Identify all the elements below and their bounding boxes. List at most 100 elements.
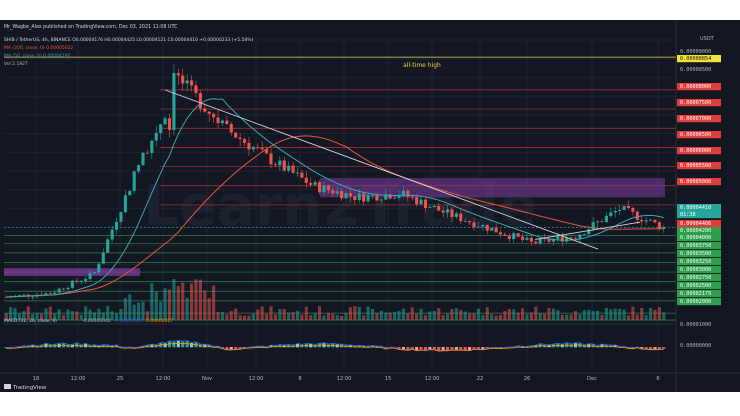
volume-bar: [653, 310, 656, 320]
candle-body: [490, 228, 493, 231]
volume-bar: [539, 313, 542, 320]
volume-bar: [658, 307, 661, 320]
macd-bar: [459, 347, 462, 350]
candle-body: [141, 153, 144, 165]
macd-bar: [181, 342, 184, 348]
volume-bar: [336, 315, 339, 320]
candle-body: [433, 206, 436, 207]
volume-bar: [283, 309, 286, 320]
volume-bar: [164, 288, 167, 320]
volume-bar: [618, 309, 621, 320]
published-line: Mr_Wagbe_Alex published on TradingView.c…: [4, 24, 178, 30]
candle-body: [450, 209, 453, 217]
volume-bar: [269, 306, 272, 320]
candle-body: [380, 200, 383, 201]
volume-bar: [261, 307, 264, 320]
volume-bar: [486, 307, 489, 320]
candle-body: [111, 230, 114, 240]
price-label: 0.00002750: [680, 275, 711, 281]
candle-body: [556, 236, 559, 239]
volume-bar: [503, 311, 506, 320]
volume-bar: [428, 311, 431, 320]
volume-bar: [508, 309, 511, 320]
candle-body: [578, 235, 581, 239]
volume-bar: [230, 311, 233, 320]
macd-bar: [420, 347, 423, 350]
candle-body: [428, 207, 431, 208]
volume-bar: [305, 307, 308, 320]
volume-bar: [543, 314, 546, 320]
candle-body: [415, 197, 418, 204]
candle-body: [437, 206, 440, 211]
price-label: 0.00003250: [680, 259, 711, 265]
volume-bar: [66, 310, 69, 320]
volume-bar: [662, 312, 665, 320]
volume-bar: [358, 307, 361, 320]
volume-bar: [331, 314, 334, 320]
volume-bar: [384, 312, 387, 320]
volume-bar: [265, 314, 268, 320]
volume-bar: [243, 316, 246, 320]
candle-body: [627, 206, 630, 208]
x-tick-label: 8: [298, 376, 301, 382]
candle-body: [455, 213, 458, 217]
volume-bar: [349, 307, 352, 320]
volume-bar: [389, 313, 392, 320]
candle-body: [181, 76, 184, 84]
support-zone: [4, 268, 140, 276]
volume-bar: [172, 279, 175, 320]
candle-body: [530, 238, 533, 242]
x-tick-label: 12:00: [156, 376, 171, 382]
volume-bar: [574, 311, 577, 320]
volume-bar: [194, 279, 197, 320]
volume-bar: [128, 294, 131, 320]
volume-bar: [212, 285, 215, 320]
candle-body: [18, 295, 21, 296]
price-label: 0.00008500: [680, 67, 711, 73]
volume-bar: [133, 305, 136, 320]
price-label: 0.00009000: [680, 49, 711, 55]
candle-body: [208, 112, 211, 114]
candle-body: [605, 216, 608, 222]
candle-body: [190, 81, 193, 86]
volume-bar: [450, 309, 453, 320]
candle-body: [247, 143, 250, 150]
volume-bar: [58, 309, 61, 320]
volume-bar: [322, 315, 325, 320]
volume-bar: [442, 315, 445, 320]
branding-text: TradingView: [12, 385, 47, 391]
candle-body: [618, 210, 621, 211]
candle-body: [393, 198, 396, 199]
x-tick-label: 25: [117, 376, 124, 382]
candle-body: [640, 220, 643, 222]
ma50-legend: MA (50, close, 0) 0.00004195: [4, 53, 71, 59]
volume-bar: [437, 308, 440, 320]
candle-body: [353, 196, 356, 200]
macd-bar: [442, 347, 445, 351]
candle-body: [243, 139, 246, 143]
candle-body: [371, 195, 374, 196]
x-tick-label: 12:00: [249, 376, 264, 382]
macd-bar: [172, 342, 175, 348]
volume-bar: [424, 315, 427, 320]
candle-body: [199, 93, 202, 108]
macd-value: -0.00000015: [114, 318, 143, 324]
price-label: 0.00005500: [680, 163, 711, 169]
candle-body: [217, 117, 220, 123]
volume-bar: [225, 314, 228, 320]
volume-bar: [636, 315, 639, 320]
candle-body: [534, 242, 537, 244]
x-tick-label: 12:00: [71, 376, 86, 382]
volume-bar: [217, 312, 220, 320]
candle-body: [155, 133, 158, 140]
price-label: 0.00003500: [680, 251, 711, 257]
volume-bar: [186, 298, 189, 320]
candle-body: [406, 191, 409, 197]
volume-bar: [521, 308, 524, 320]
volume-bar: [106, 306, 109, 320]
candle-body: [22, 295, 25, 296]
candle-body: [128, 191, 131, 195]
candle-body: [614, 211, 617, 212]
volume-bar: [203, 290, 206, 320]
